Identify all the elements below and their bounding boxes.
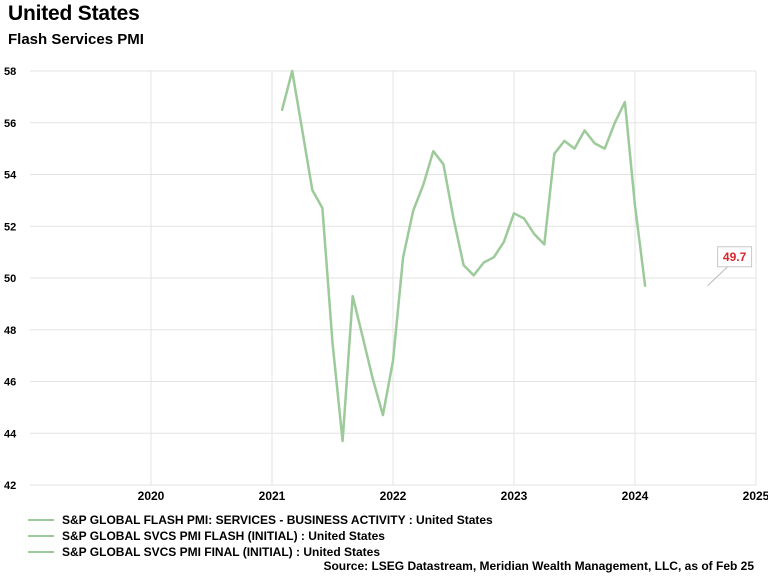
legend-item: S&P GLOBAL FLASH PMI: SERVICES - BUSINES… [28, 512, 493, 528]
annotation-label: 49.7 [723, 250, 747, 264]
annotation-box [717, 246, 753, 268]
y-tick-label: 52 [4, 221, 16, 233]
y-tick-label: 46 [4, 377, 16, 389]
x-tick-label: 2021 [259, 489, 286, 503]
legend-item: S&P GLOBAL SVCS PMI FINAL (INITIAL) : Un… [28, 544, 493, 560]
legend: S&P GLOBAL FLASH PMI: SERVICES - BUSINES… [28, 512, 493, 560]
x-tick-label: 2023 [501, 489, 528, 503]
x-tick-label: 2024 [622, 489, 649, 503]
series-lines [280, 69, 647, 443]
y-tick-label: 44 [4, 428, 17, 440]
legend-label: S&P GLOBAL SVCS PMI FLASH (INITIAL) : Un… [62, 529, 385, 543]
y-tick-label: 56 [4, 118, 16, 130]
y-tick-label: 54 [4, 170, 17, 182]
y-tick-label: 42 [4, 480, 16, 492]
legend-swatch [28, 551, 54, 553]
x-tick-label: 2020 [138, 489, 165, 503]
y-tick-label: 58 [4, 66, 16, 78]
annotation-leader [707, 266, 728, 287]
source-note: Source: LSEG Datastream, Meridian Wealth… [323, 559, 754, 573]
grid-lines [30, 70, 757, 486]
legend-swatch [28, 519, 54, 521]
y-axis: 42 44 46 48 50 52 54 56 58 [4, 66, 17, 492]
y-tick-label: 48 [4, 325, 16, 337]
legend-swatch [28, 535, 54, 537]
series-line [280, 69, 647, 443]
legend-item: S&P GLOBAL SVCS PMI FLASH (INITIAL) : Un… [28, 528, 493, 544]
chart-title: United States [8, 2, 140, 25]
x-tick-label: 2022 [380, 489, 407, 503]
legend-label: S&P GLOBAL SVCS PMI FINAL (INITIAL) : Un… [62, 545, 381, 559]
x-tick-label: 2025 [743, 489, 768, 503]
y-tick-label: 50 [4, 273, 16, 285]
x-axis: 2020 2021 2022 2023 2024 2025 [138, 489, 768, 503]
chart-subtitle: Flash Services PMI [8, 31, 144, 48]
annotations: 49.7 [707, 246, 753, 287]
legend-label: S&P GLOBAL FLASH PMI: SERVICES - BUSINES… [62, 513, 493, 527]
